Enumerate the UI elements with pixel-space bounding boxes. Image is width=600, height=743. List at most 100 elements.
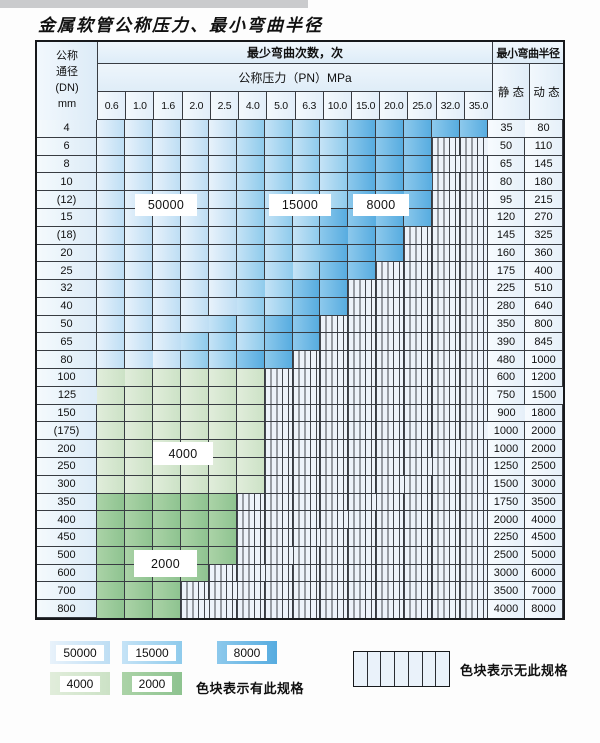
spec-cell-8000: [320, 297, 349, 316]
legend-swatch-value: 4000: [59, 675, 101, 692]
dynamic-radius-cell: 1800: [525, 404, 563, 423]
no-spec-cell: [292, 529, 321, 547]
spec-cell-50000: [124, 244, 153, 263]
static-radius-cell: 2250: [488, 529, 525, 547]
dn-cell: 500: [37, 546, 97, 565]
dn-cell: 150: [37, 404, 97, 423]
spec-cell-15000: [320, 120, 349, 138]
spec-cell-50000: [208, 297, 237, 316]
dynamic-radius-cell: 8000: [525, 600, 563, 618]
no-spec-cell: [292, 404, 321, 423]
spec-cell-50000: [97, 262, 125, 281]
no-spec-cell: [376, 600, 405, 618]
spec-cell-50000: [152, 244, 181, 263]
spec-cell-50000: [208, 120, 237, 138]
spec-cell-4000: [124, 475, 153, 494]
no-spec-cell: [292, 600, 321, 618]
spec-cell-8000: [292, 333, 321, 352]
spec-cell-8000: [348, 137, 377, 156]
no-spec-cell: [292, 457, 321, 476]
pressure-columns: 0.6 1.0 1.6 2.0 2.5 4.0 5.0 6.3 10.0 15.0 20.0 25.0…: [98, 92, 494, 120]
legend-swatch-value: 8000: [226, 644, 268, 661]
spec-cell-2000: [124, 511, 153, 530]
spec-cell-15000: [292, 244, 321, 263]
dynamic-radius-cell: 2000: [525, 440, 563, 458]
no-spec-cell: [432, 333, 461, 352]
spec-cell-2000: [152, 493, 181, 512]
no-spec-cell: [292, 386, 321, 405]
spec-cell-50000: [180, 262, 209, 281]
spec-cell-2000: [180, 511, 209, 530]
spec-cell-8000: [264, 333, 293, 352]
no-spec-cell: [264, 422, 293, 441]
no-spec-cell: [460, 191, 488, 209]
no-spec-cell: [460, 137, 488, 156]
spec-cell-15000: [264, 137, 293, 156]
spec-cell-50000: [124, 262, 153, 281]
spec-cell-15000: [264, 297, 293, 316]
legend-swatch-50000: 50000: [50, 641, 110, 664]
no-spec-cell: [264, 457, 293, 476]
spec-cell-50000: [180, 315, 209, 334]
no-spec-cell: [404, 457, 433, 476]
dn-cell: 40: [37, 297, 97, 316]
dn-cell: 20: [37, 244, 97, 263]
dn-cell: (12): [37, 191, 97, 209]
spec-cell-8000: [376, 226, 405, 245]
spec-cell-50000: [152, 280, 181, 298]
spec-cell-4000: [124, 369, 153, 387]
no-spec-cell: [376, 457, 405, 476]
no-spec-cell: [264, 386, 293, 405]
no-spec-cell: [404, 422, 433, 441]
spec-cell-15000: [292, 120, 321, 138]
no-spec-cell: [404, 564, 433, 583]
static-radius-cell: 280: [488, 297, 525, 316]
no-spec-cell: [376, 422, 405, 441]
dynamic-radius-cell: 2000: [525, 422, 563, 441]
spec-cell-4000: [208, 404, 237, 423]
dn-cell: 200: [37, 440, 97, 458]
no-spec-cell: [404, 493, 433, 512]
spec-cell-50000: [208, 244, 237, 263]
spec-cell-15000: [264, 173, 293, 192]
spec-cell-50000: [124, 333, 153, 352]
pressure-column-header: 25.0: [408, 92, 437, 120]
dynamic-radius-cell: 215: [525, 191, 563, 209]
spec-cell-15000: [236, 280, 265, 298]
pressure-column-header: 10.0: [323, 92, 352, 120]
no-spec-cell: [292, 351, 321, 369]
spec-cell-15000: [236, 155, 265, 174]
legend-swatch-15000: 15000: [122, 641, 182, 664]
spec-cell-15000: [292, 226, 321, 245]
spec-cell-4000: [236, 457, 265, 476]
spec-cell-15000: [236, 173, 265, 192]
no-spec-cell: [348, 475, 377, 494]
spec-cell-8000: [320, 262, 349, 281]
spec-cell-2000: [152, 582, 181, 601]
spec-cell-15000: [236, 137, 265, 156]
no-spec-cell: [404, 546, 433, 565]
no-spec-cell: [320, 582, 349, 601]
no-spec-cell: [348, 369, 377, 387]
no-spec-cell: [348, 511, 377, 530]
no-spec-cell: [264, 404, 293, 423]
no-spec-cell: [264, 511, 293, 530]
no-spec-cell: [320, 333, 349, 352]
no-spec-cell: [320, 564, 349, 583]
spec-cell-8000: [376, 173, 405, 192]
spec-cell-4000: [97, 457, 125, 476]
spec-cell-2000: [152, 600, 181, 618]
spec-cell-15000: [236, 262, 265, 281]
spec-cell-50000: [152, 262, 181, 281]
zone-value-label: 4000: [153, 442, 213, 465]
pressure-column-header: 4.0: [239, 92, 268, 120]
pressure-column-header: 20.0: [380, 92, 409, 120]
legend-swatch-8000: 8000: [217, 641, 277, 664]
spec-cell-4000: [236, 422, 265, 441]
spec-cell-50000: [208, 137, 237, 156]
corner-header-line: (DN): [55, 82, 79, 94]
no-spec-cell: [404, 386, 433, 405]
no-spec-cell: [404, 600, 433, 618]
no-spec-cell: [376, 404, 405, 423]
spec-cell-4000: [152, 386, 181, 405]
